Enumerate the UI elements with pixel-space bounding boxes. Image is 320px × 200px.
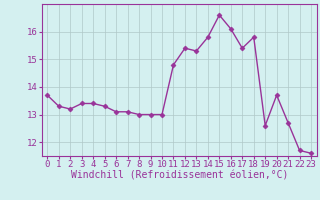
X-axis label: Windchill (Refroidissement éolien,°C): Windchill (Refroidissement éolien,°C): [70, 171, 288, 181]
